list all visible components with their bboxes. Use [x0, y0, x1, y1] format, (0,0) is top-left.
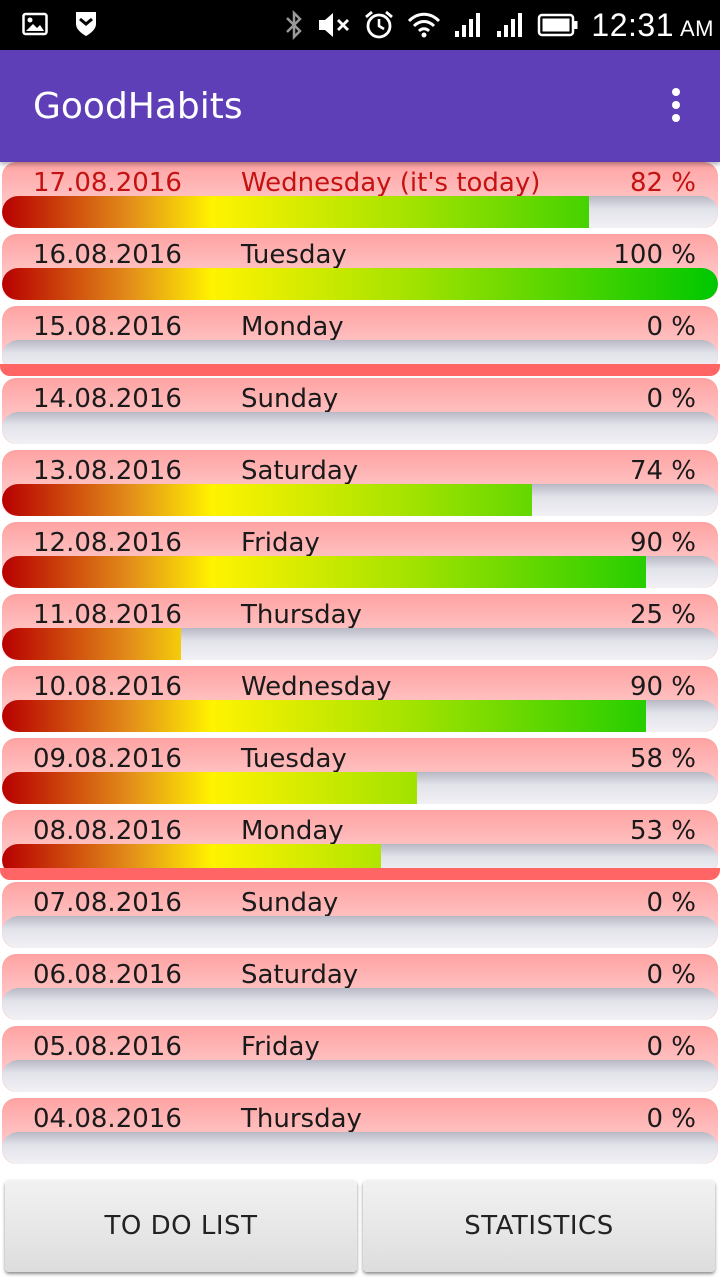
day-date: 14.08.2016 [33, 384, 182, 414]
shield-icon [74, 10, 98, 38]
progress-track [2, 916, 718, 948]
day-weekday: Wednesday (it's today) [241, 168, 541, 198]
bluetooth-icon [283, 10, 305, 40]
day-row[interactable]: 17.08.2016 Wednesday (it's today) 82 % [2, 162, 718, 228]
day-row[interactable]: 16.08.2016 Tuesday 100 % [2, 234, 718, 300]
day-date: 09.08.2016 [33, 744, 182, 774]
progress-track [2, 412, 718, 444]
day-row[interactable]: 04.08.2016 Thursday 0 % [2, 1098, 718, 1164]
day-row[interactable]: 07.08.2016 Sunday 0 % [0, 868, 720, 948]
day-date: 11.08.2016 [33, 600, 182, 630]
progress-track [2, 556, 718, 588]
progress-fill [2, 700, 647, 732]
day-date: 05.08.2016 [33, 1032, 182, 1062]
menu-dot [672, 101, 680, 109]
day-date: 16.08.2016 [33, 240, 182, 270]
day-row[interactable]: 06.08.2016 Saturday 0 % [2, 954, 718, 1020]
progress-track [2, 196, 718, 228]
day-percent: 0 % [646, 312, 696, 342]
progress-fill [2, 772, 418, 804]
progress-fill [2, 628, 181, 660]
day-row[interactable]: 11.08.2016 Thursday 25 % [2, 594, 718, 660]
day-date: 10.08.2016 [33, 672, 182, 702]
day-row[interactable]: 08.08.2016 Monday 53 % [2, 810, 718, 876]
day-percent: 90 % [629, 528, 696, 558]
day-row[interactable]: 15.08.2016 Monday 0 % [2, 306, 718, 372]
bottom-bar: TO DO LIST STATISTICS [0, 1176, 720, 1280]
day-row[interactable]: 12.08.2016 Friday 90 % [2, 522, 718, 588]
day-weekday: Monday [241, 816, 344, 846]
day-row[interactable]: 10.08.2016 Wednesday 90 % [2, 666, 718, 732]
day-weekday: Wednesday [241, 672, 392, 702]
app-title: GoodHabits [33, 86, 243, 127]
status-bar: 12:31 AM [0, 0, 720, 50]
status-time: 12:31 AM [591, 6, 714, 43]
day-weekday: Saturday [241, 456, 359, 486]
signal-icon [495, 11, 525, 39]
image-icon [22, 11, 48, 37]
todo-list-button[interactable]: TO DO LIST [5, 1180, 357, 1272]
day-weekday: Thursday [241, 600, 362, 630]
day-row[interactable]: 09.08.2016 Tuesday 58 % [2, 738, 718, 804]
day-date: 12.08.2016 [33, 528, 182, 558]
day-date: 13.08.2016 [33, 456, 182, 486]
day-weekday: Sunday [241, 888, 339, 918]
day-date: 04.08.2016 [33, 1104, 182, 1134]
more-vert-icon[interactable] [662, 88, 690, 128]
progress-track [2, 628, 718, 660]
day-weekday: Tuesday [241, 240, 347, 270]
day-weekday: Tuesday [241, 744, 347, 774]
day-date: 17.08.2016 [33, 168, 182, 198]
progress-track [2, 484, 718, 516]
day-date: 08.08.2016 [33, 816, 182, 846]
progress-track [2, 988, 718, 1020]
day-percent: 74 % [629, 456, 696, 486]
alarm-icon [363, 9, 395, 41]
day-percent: 0 % [646, 384, 696, 414]
wifi-icon [407, 11, 441, 39]
day-weekday: Friday [241, 528, 320, 558]
day-weekday: Friday [241, 1032, 320, 1062]
status-bar-left [22, 10, 98, 38]
day-row[interactable]: 14.08.2016 Sunday 0 % [0, 364, 720, 444]
day-percent: 25 % [629, 600, 696, 630]
progress-track [2, 700, 718, 732]
progress-fill [2, 196, 590, 228]
menu-dot [672, 114, 680, 122]
statistics-button[interactable]: STATISTICS [363, 1180, 715, 1272]
day-percent: 82 % [629, 168, 696, 198]
progress-track [2, 268, 718, 300]
signal-icon [453, 11, 483, 39]
day-weekday: Monday [241, 312, 344, 342]
status-bar-right: 12:31 AM [283, 0, 714, 50]
day-row[interactable]: 05.08.2016 Friday 0 % [2, 1026, 718, 1092]
progress-track [2, 1132, 718, 1164]
day-weekday: Saturday [241, 960, 359, 990]
day-percent: 53 % [629, 816, 696, 846]
app-bar: GoodHabits [0, 50, 720, 162]
progress-fill [2, 556, 647, 588]
progress-track [2, 772, 718, 804]
day-date: 06.08.2016 [33, 960, 182, 990]
day-list[interactable]: 17.08.2016 Wednesday (it's today) 82 % 16.0… [0, 162, 720, 1176]
day-percent: 0 % [646, 960, 696, 990]
day-percent: 100 % [613, 240, 696, 270]
day-percent: 90 % [629, 672, 696, 702]
menu-dot [672, 88, 680, 96]
mute-icon [317, 11, 351, 39]
day-row[interactable]: 13.08.2016 Saturday 74 % [2, 450, 718, 516]
day-date: 15.08.2016 [33, 312, 182, 342]
progress-fill [2, 268, 718, 300]
day-date: 07.08.2016 [33, 888, 182, 918]
day-percent: 0 % [646, 1104, 696, 1134]
progress-track [2, 1060, 718, 1092]
status-ampm: AM [680, 15, 714, 41]
progress-fill [2, 484, 532, 516]
day-percent: 0 % [646, 888, 696, 918]
day-percent: 58 % [629, 744, 696, 774]
battery-icon [537, 12, 579, 38]
day-percent: 0 % [646, 1032, 696, 1062]
day-weekday: Thursday [241, 1104, 362, 1134]
day-weekday: Sunday [241, 384, 339, 414]
